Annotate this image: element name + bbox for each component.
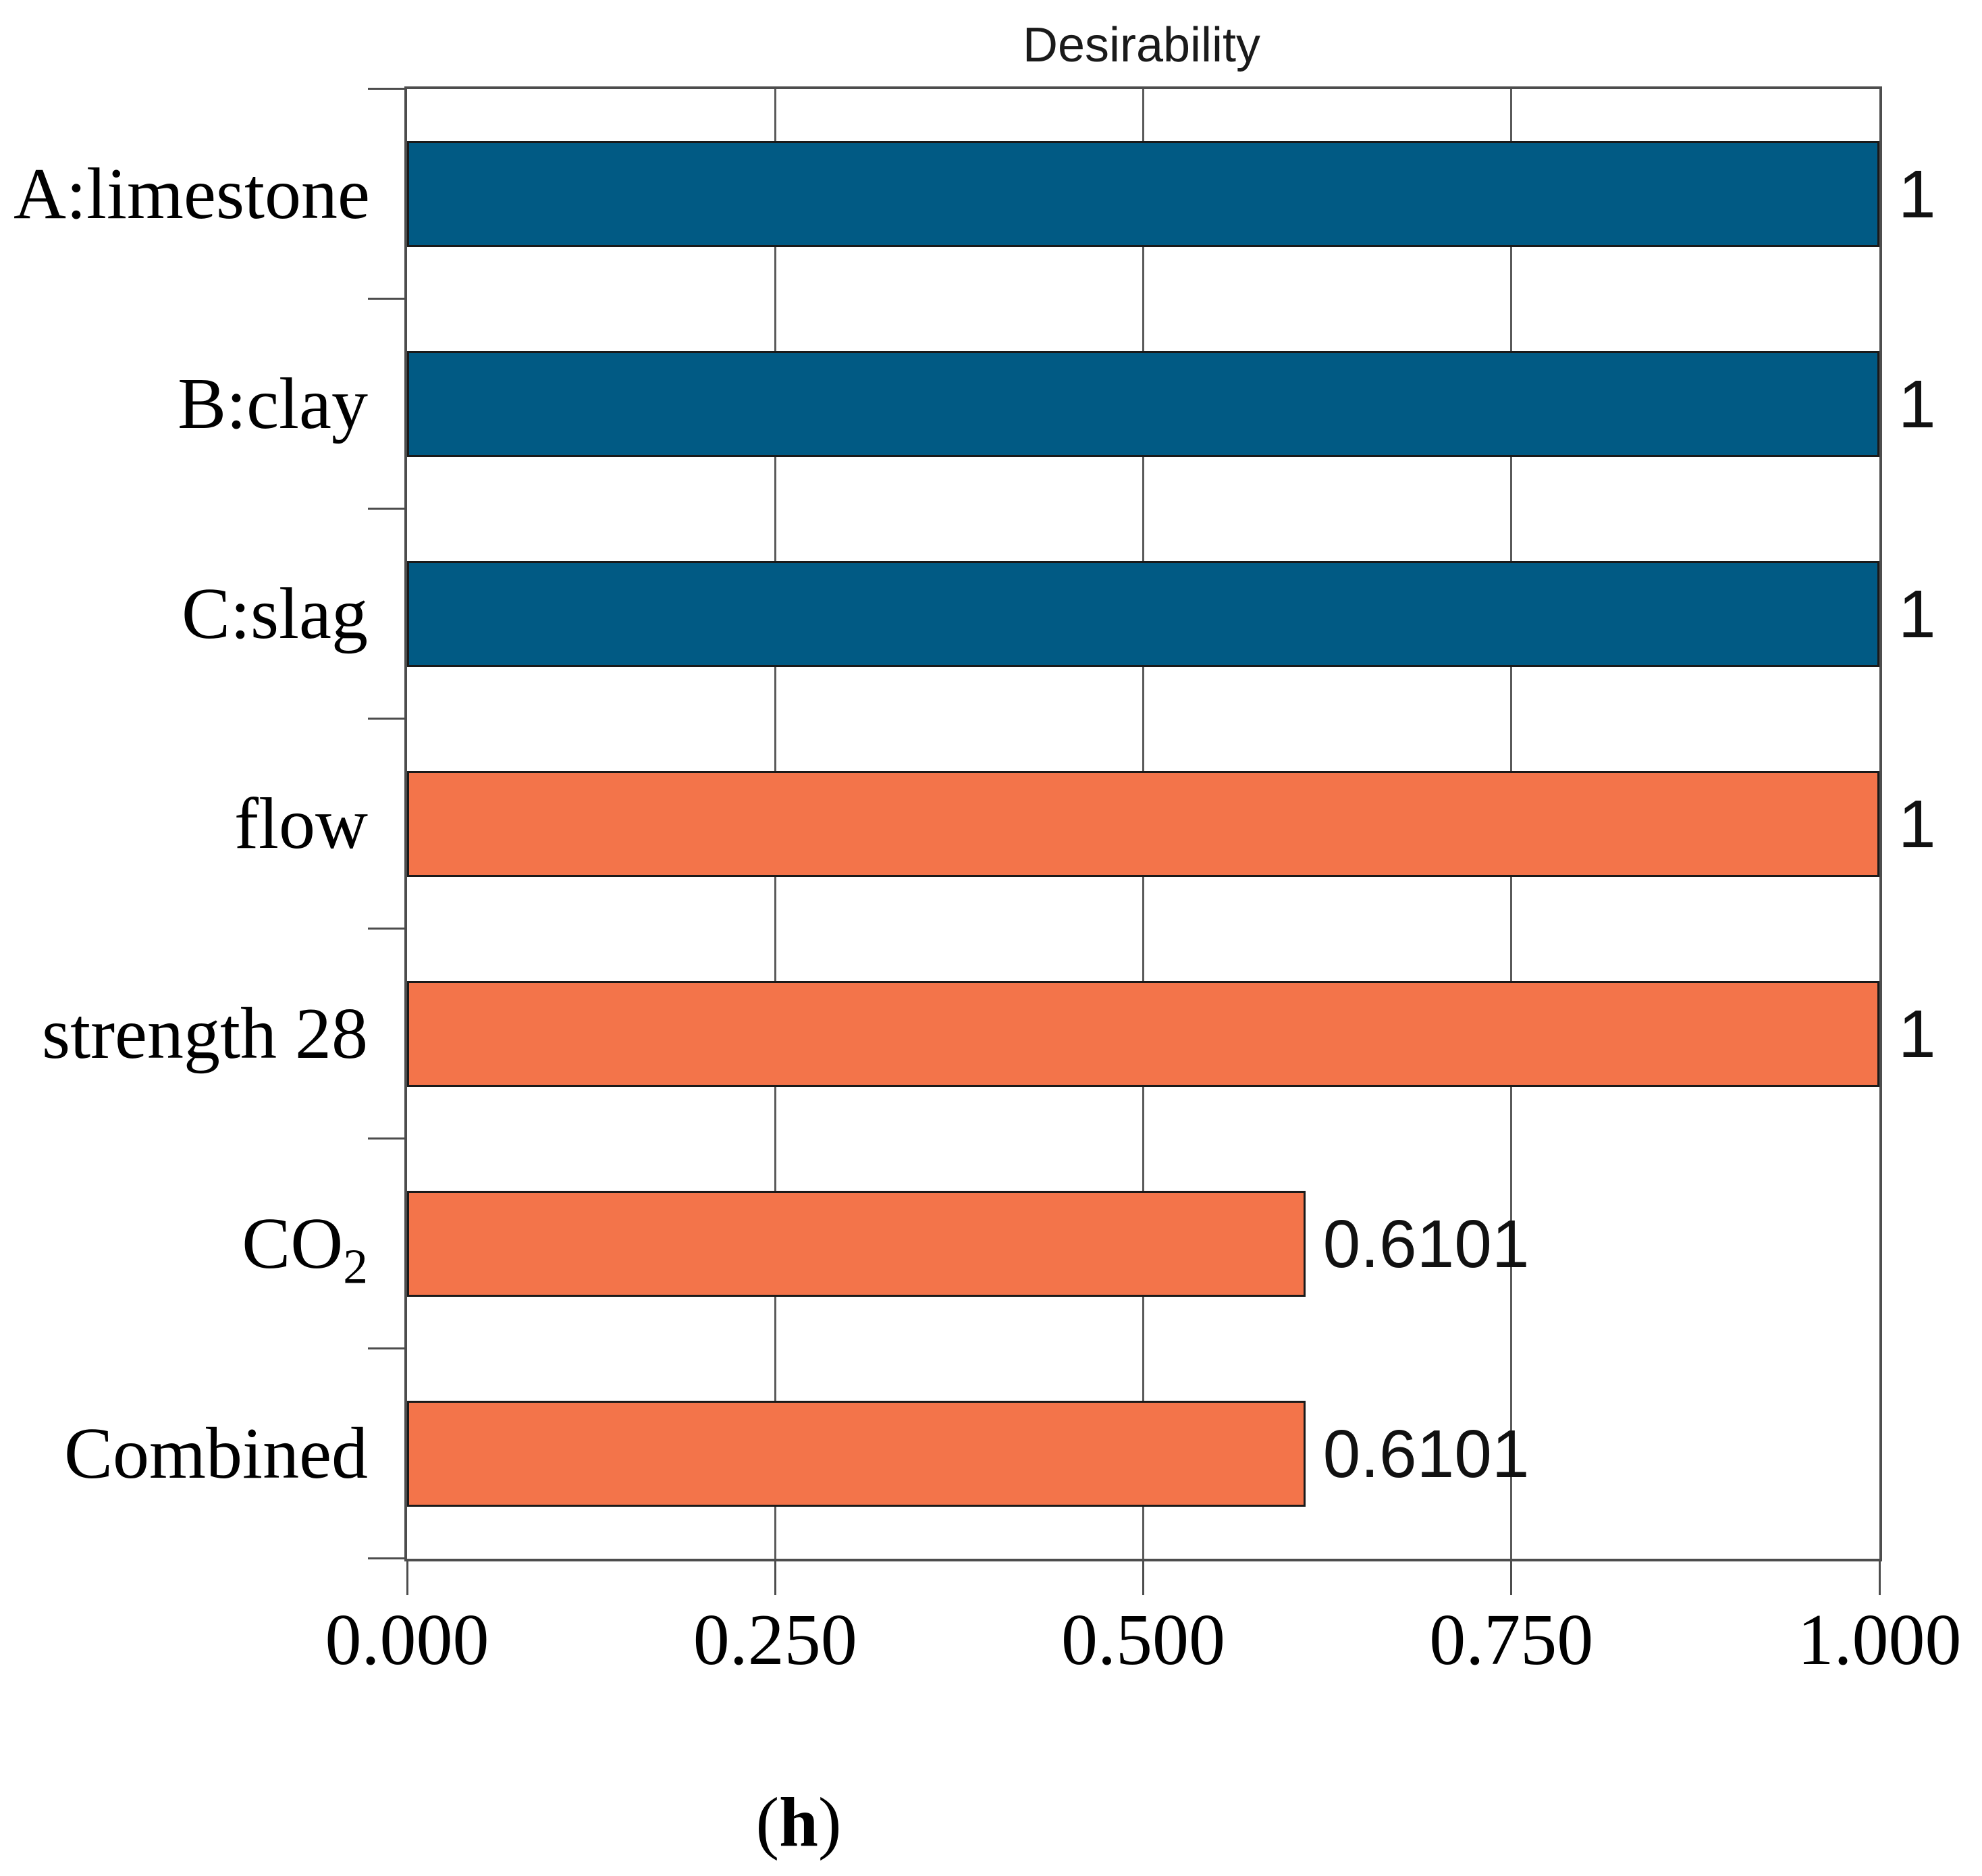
value-label-5: 0.6101 (1322, 1206, 1530, 1282)
x-axis-tick-0.250 (774, 1560, 776, 1595)
x-axis-label-0.000: 0.000 (325, 1600, 489, 1680)
x-axis-tick-0.500 (1142, 1560, 1144, 1595)
y-axis-tick-0 (368, 88, 404, 90)
figure-caption: (h) (755, 1782, 841, 1863)
x-axis-label-0.500: 0.500 (1061, 1600, 1225, 1680)
x-axis-tick-0.750 (1510, 1560, 1513, 1595)
value-label-3: 1 (1898, 786, 1936, 862)
y-axis-tick-2 (368, 508, 404, 510)
y-axis-tick-7 (368, 1557, 404, 1559)
bar-combined (407, 1401, 1306, 1507)
plot-area (404, 86, 1882, 1561)
category-label-a-limestone: A:limestone (14, 153, 370, 234)
x-axis-tick-0.000 (406, 1560, 408, 1595)
caption-open-paren: ( (755, 1784, 780, 1861)
category-label-c-slag: C:slag (181, 573, 368, 654)
bar-c-slag (407, 561, 1879, 667)
x-axis-tick-1.000 (1878, 1560, 1881, 1595)
x-axis-label-0.750: 0.750 (1429, 1600, 1594, 1680)
bar-b-clay (407, 351, 1879, 457)
y-axis-tick-1 (368, 298, 404, 300)
category-label-flow: flow (234, 783, 368, 864)
value-label-1: 1 (1898, 366, 1936, 442)
bar-flow (407, 771, 1879, 877)
category-label-strength-28: strength 28 (42, 993, 368, 1074)
category-label-b-clay: B:clay (178, 363, 368, 444)
value-label-0: 1 (1898, 156, 1936, 232)
caption-close-paren: ) (818, 1784, 842, 1861)
value-label-6: 0.6101 (1322, 1416, 1530, 1492)
bar-strength-28 (407, 981, 1879, 1087)
y-axis-tick-3 (368, 718, 404, 720)
y-axis-tick-6 (368, 1347, 404, 1349)
bar-a-limestone (407, 141, 1879, 247)
bar-co- (407, 1191, 1306, 1297)
value-label-4: 1 (1898, 996, 1936, 1072)
y-axis-tick-4 (368, 928, 404, 930)
category-label-co-: CO2 (242, 1203, 368, 1294)
value-label-2: 1 (1898, 576, 1936, 652)
caption-letter: h (779, 1784, 818, 1861)
category-label-combined: Combined (64, 1413, 368, 1494)
y-axis-tick-5 (368, 1137, 404, 1140)
x-axis-label-1.000: 1.000 (1797, 1600, 1962, 1680)
chart-title: Desirability (1022, 18, 1261, 72)
x-axis-label-0.250: 0.250 (693, 1600, 857, 1680)
